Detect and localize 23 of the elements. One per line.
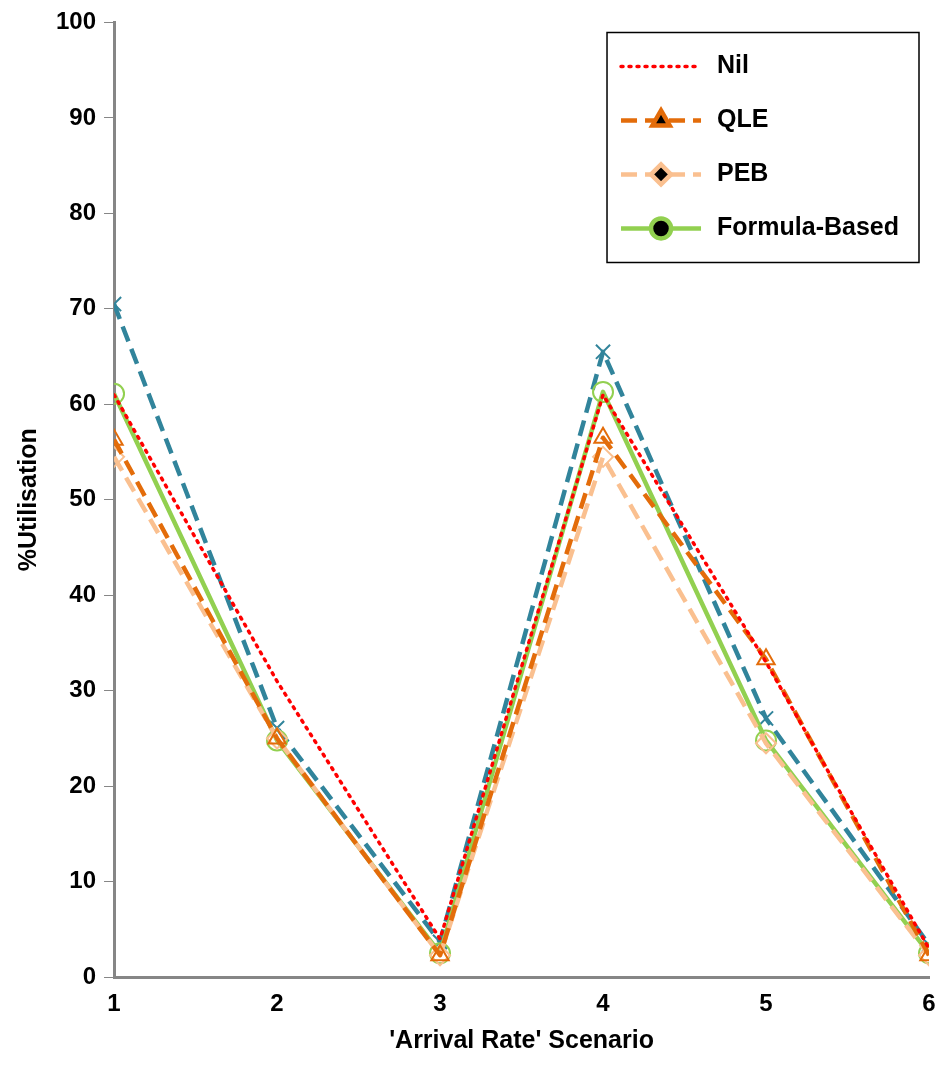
x-axis-title: 'Arrival Rate' Scenario [389,1024,654,1053]
y-axis-title: %Utilisation [12,428,41,572]
y-tick-label: 20 [69,770,97,798]
legend-label: Nil [717,50,749,79]
y-tick-label: 100 [56,7,97,35]
x-tick-label: 3 [433,989,447,1017]
y-tick-label: 90 [69,102,97,130]
legend-label: QLE [717,104,769,133]
legend-label: Formula-Based [717,212,899,241]
x-tick-label: 6 [922,989,936,1017]
y-tick-label: 10 [69,866,97,894]
y-tick-label: 40 [69,579,97,607]
legend-label: PEB [717,158,769,187]
y-tick-label: 30 [69,675,97,703]
y-tick-label: 70 [69,293,97,321]
x-tick-label: 5 [759,989,773,1017]
y-tick-label: 60 [69,388,97,416]
x-tick-label: 2 [270,989,284,1017]
x-tick-label: 4 [596,989,611,1017]
y-tick-label: 80 [69,197,97,225]
x-tick-label: 1 [107,989,121,1017]
y-tick-label: 50 [69,484,97,512]
y-tick-label: 0 [82,961,97,989]
